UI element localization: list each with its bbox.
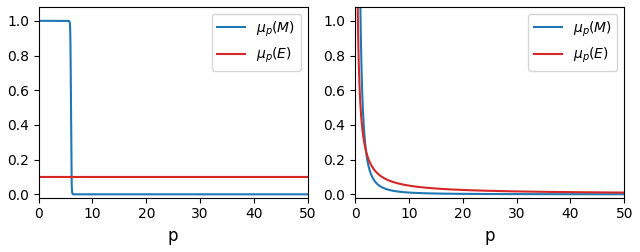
Legend: $\mu_p(M)$, $\mu_p(E)$: $\mu_p(M)$, $\mu_p(E)$ [528,14,618,71]
X-axis label: p: p [168,227,179,245]
Legend: $\mu_p(M)$, $\mu_p(E)$: $\mu_p(M)$, $\mu_p(E)$ [212,14,301,71]
X-axis label: p: p [484,227,495,245]
